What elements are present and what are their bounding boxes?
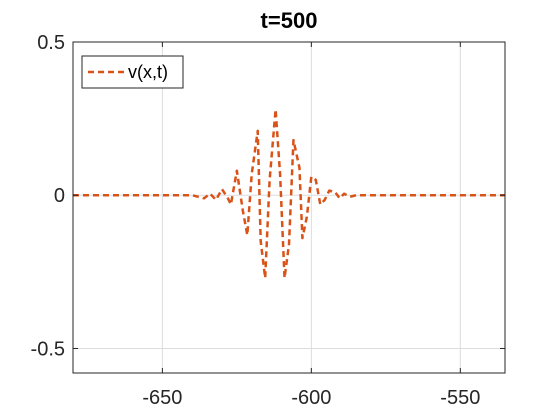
y-tick-label: 0.5 bbox=[37, 32, 65, 54]
y-tick-label: -0.5 bbox=[31, 338, 65, 360]
series-line-v bbox=[73, 108, 505, 280]
x-tick-label: -600 bbox=[291, 387, 331, 409]
x-tick-label: -550 bbox=[440, 387, 480, 409]
chart-title: t=500 bbox=[261, 8, 318, 33]
x-tick-label: -650 bbox=[142, 387, 182, 409]
axes-box bbox=[72, 41, 506, 374]
grid-lines bbox=[73, 41, 505, 373]
legend: v(x,t) bbox=[81, 55, 184, 89]
y-tick-label: 0 bbox=[54, 185, 65, 207]
plot-area bbox=[73, 108, 505, 280]
legend-label-v: v(x,t) bbox=[128, 62, 168, 82]
axis-ticks: -650 -600 -550 0.5 0 -0.5 bbox=[31, 32, 505, 409]
legend-box bbox=[81, 55, 184, 89]
